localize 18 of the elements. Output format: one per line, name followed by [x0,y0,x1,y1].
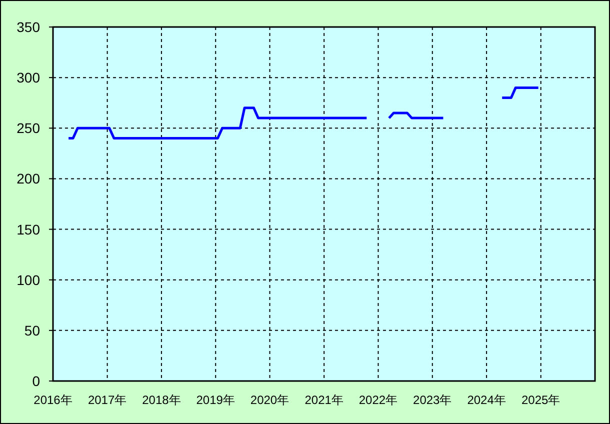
x-tick-label: 2017年 [88,393,127,407]
x-tick-label: 2020年 [250,393,290,407]
x-tick-label: 2024年 [467,393,506,407]
x-tick-label: 2023年 [413,393,452,407]
x-tick-label: 2019年 [196,393,235,407]
x-tick-label: 2022年 [358,393,398,407]
x-tick-label: 2018年 [142,393,181,407]
x-tick-label: 2021年 [304,393,344,407]
y-tick-label: 300 [16,70,40,86]
y-tick-label: 350 [16,19,40,35]
y-tick-label: 50 [24,322,40,338]
y-tick-label: 0 [32,373,40,389]
y-tick-label: 200 [16,170,40,187]
y-tick-label: 100 [16,272,40,288]
x-tick-label: 2016年 [34,393,72,407]
x-tick-label: 2025年 [521,393,560,407]
y-tick-label: 250 [16,120,40,136]
y-tick-label: 150 [16,221,40,238]
